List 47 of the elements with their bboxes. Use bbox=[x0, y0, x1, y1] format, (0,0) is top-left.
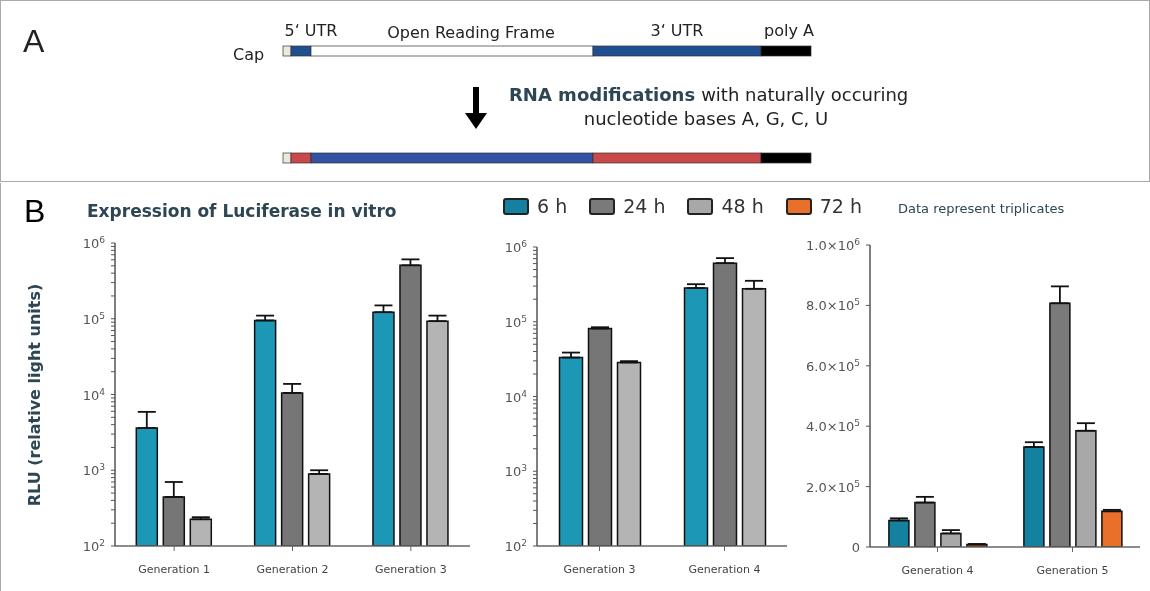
bar bbox=[1049, 302, 1071, 547]
chart-title: Expression of Luciferase in vitro bbox=[87, 201, 397, 221]
y-tick-label: 10$^{5}$ bbox=[504, 313, 527, 330]
legend-label: 48 h bbox=[721, 195, 764, 217]
y-tick-label: 2.0×10$^{5}$ bbox=[806, 478, 860, 495]
text: Open Reading Frame bbox=[386, 23, 556, 42]
y-tick-label: 10$^{6}$ bbox=[504, 239, 528, 255]
y-tick-label: 10$^{5}$ bbox=[82, 310, 105, 327]
x-tick-label: Generation 4 bbox=[688, 562, 761, 576]
bar bbox=[914, 501, 936, 547]
text: Cap bbox=[233, 45, 265, 64]
x-tick-label: Generation 4 bbox=[901, 563, 974, 577]
bar bbox=[888, 519, 910, 547]
x-tick-label: Generation 1 bbox=[138, 562, 211, 576]
bar bbox=[1075, 429, 1097, 547]
y-tick-label: 4.0×10$^{5}$ bbox=[806, 418, 860, 435]
text: poly A bbox=[763, 21, 815, 40]
legend-label: 24 h bbox=[623, 195, 666, 217]
y-tick-label: 10$^{2}$ bbox=[504, 538, 527, 554]
x-tick-label: Generation 3 bbox=[563, 562, 636, 576]
y-tick-label: 8.0×10$^{5}$ bbox=[806, 297, 860, 314]
bar bbox=[1023, 446, 1045, 547]
y-axis-title: RLU (relative light units) bbox=[24, 283, 44, 507]
text: B bbox=[24, 193, 46, 230]
y-tick-label: 10$^{4}$ bbox=[82, 386, 106, 403]
text: 3‘ UTR bbox=[649, 21, 705, 40]
bar bbox=[940, 532, 962, 547]
y-tick-label: 10$^{3}$ bbox=[504, 463, 528, 480]
text: A bbox=[23, 23, 45, 60]
y-tick-label: 0 bbox=[851, 540, 860, 555]
y-tick-label: 10$^{4}$ bbox=[504, 388, 528, 405]
y-tick-label: 6.0×10$^{5}$ bbox=[806, 357, 860, 374]
x-tick-label: Generation 2 bbox=[256, 562, 329, 576]
y-tick-label: 10$^{6}$ bbox=[82, 235, 106, 251]
text: with naturally occuring bbox=[701, 84, 909, 105]
y-tick-label: 1.0×10$^{6}$ bbox=[806, 237, 861, 253]
x-tick-label: Generation 5 bbox=[1036, 563, 1109, 577]
legend-label: 6 h bbox=[537, 195, 568, 217]
bar bbox=[1101, 510, 1123, 547]
text: Data represent triplicates bbox=[898, 201, 1065, 216]
y-tick-label: 10$^{2}$ bbox=[82, 538, 105, 554]
text: RNA modifications bbox=[509, 84, 696, 105]
x-tick-label: Generation 3 bbox=[374, 562, 447, 576]
y-tick-label: 10$^{3}$ bbox=[82, 462, 106, 479]
text: nucleotide bases A, G, C, U bbox=[582, 108, 830, 129]
legend-label: 72 h bbox=[819, 195, 862, 217]
text: 5‘ UTR bbox=[283, 21, 339, 40]
